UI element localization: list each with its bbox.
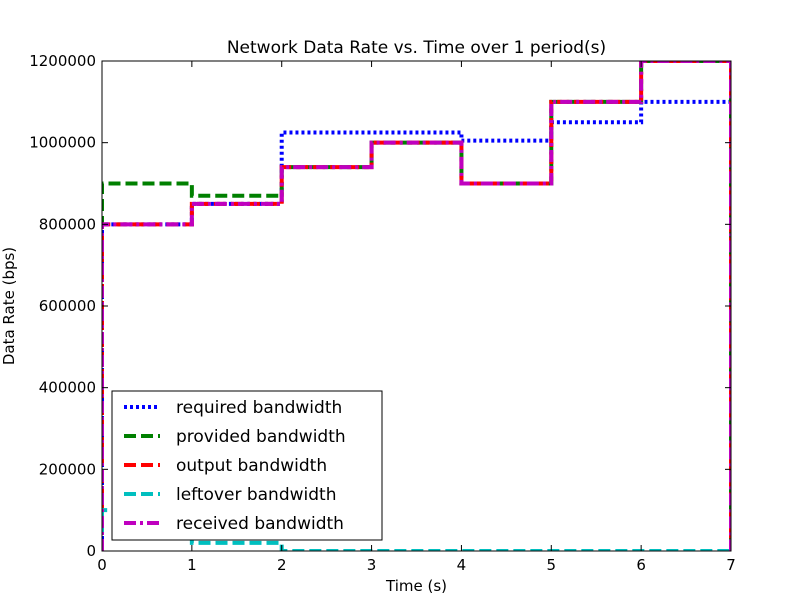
x-tick-label: 6 [636,556,646,574]
y-axis-label: Data Rate (bps) [0,247,18,365]
y-tick-label: 600000 [39,297,96,315]
chart-title: Network Data Rate vs. Time over 1 period… [227,38,606,58]
y-tick-label: 200000 [39,460,96,478]
legend-label: leftover bandwidth [176,485,336,505]
x-tick-label: 0 [97,556,107,574]
x-axis-label: Time (s) [385,577,447,595]
y-tick-label: 800000 [39,215,96,233]
series-line-4 [102,61,731,551]
x-tick-label: 2 [277,556,287,574]
x-tick-label: 3 [367,556,377,574]
x-axis: 0 1 2 3 4 5 6 7 [97,61,736,574]
y-axis: 0 200000 400000 600000 800000 1000000 1200000 [29,52,731,560]
y-tick-label: 400000 [39,379,96,397]
x-tick-label: 5 [547,556,557,574]
y-tick-label: 1000000 [29,134,96,152]
y-tick-label: 1200000 [29,52,96,70]
legend-label: provided bandwidth [176,427,346,447]
y-tick-label: 0 [86,542,96,560]
series-layer [102,61,731,551]
series-line-0 [102,99,731,551]
x-tick-label: 4 [457,556,467,574]
legend-label: required bandwidth [176,398,342,418]
x-tick-label: 1 [187,556,197,574]
legend-label: output bandwidth [176,456,327,476]
legend: required bandwidth provided bandwidth outp… [111,390,383,541]
legend-box [111,390,383,541]
x-tick-label: 7 [726,556,736,574]
legend-label: received bandwidth [176,514,344,534]
